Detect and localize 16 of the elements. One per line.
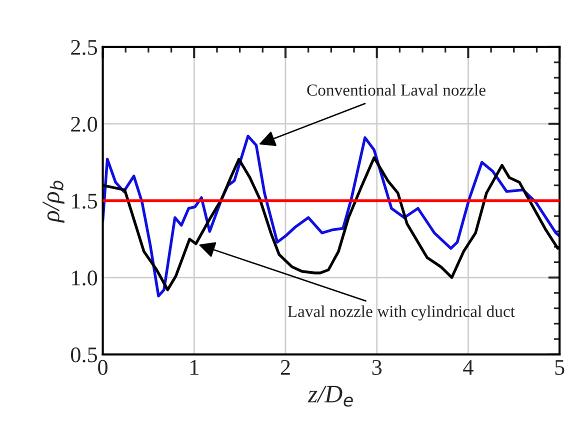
y-tick-label: 2.5 [71,40,98,55]
x-tick-label: 2 [280,360,290,375]
annotation: Laval nozzle with cylindrical duct [288,305,515,320]
y-tick-label: 1.0 [72,270,98,286]
x-tick-label: 3 [372,360,382,375]
annotation: Conventional Laval nozzle [307,84,486,96]
line-series [102,134,560,298]
x-tick-label: 5 [555,360,564,375]
x-tick-label: 1 [190,360,198,375]
x-tick-label: 0 [98,360,108,375]
x-tick-label: 4 [463,360,474,375]
y-tick-label: 2.0 [71,116,98,132]
y-tick-label: 1.5 [72,194,98,209]
x-axis-title: z/D$_{e}$ [308,386,353,407]
y-axis-title: ρ/ρ$_{b}$ [42,180,64,223]
y-tick-label: 0.5 [70,347,98,362]
